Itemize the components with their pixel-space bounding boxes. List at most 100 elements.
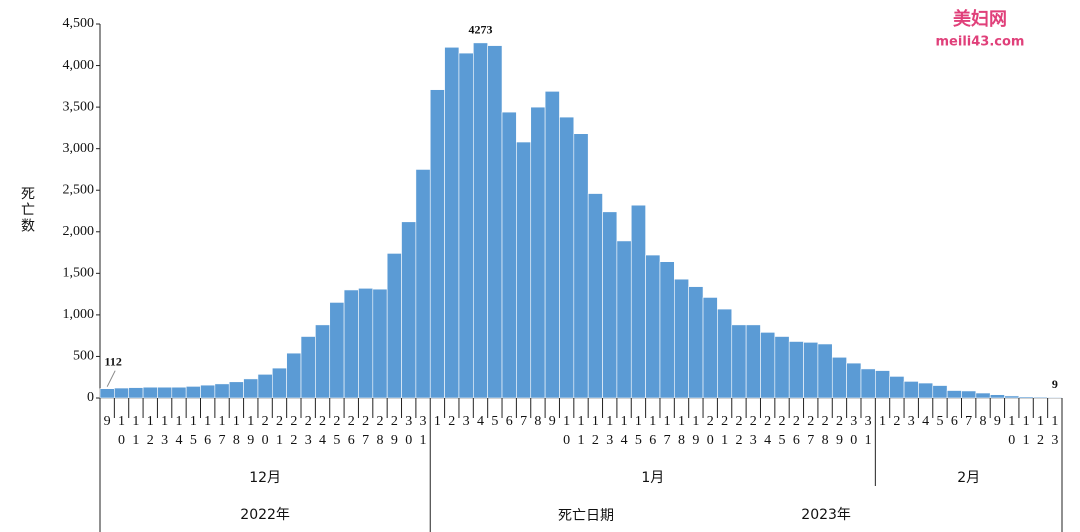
- x-tick-label: 9: [994, 414, 1001, 429]
- bar: [932, 385, 948, 399]
- x-tick-label: 4: [922, 414, 929, 429]
- month-label: 12月: [249, 470, 281, 486]
- x-tick-label: 1: [434, 414, 441, 429]
- value-label: 112: [105, 354, 122, 368]
- bar: [487, 45, 503, 399]
- bar: [128, 387, 144, 399]
- x-tick-label: 8: [980, 414, 987, 429]
- bar: [99, 388, 115, 399]
- y-tick-label: 3,000: [63, 141, 95, 156]
- bar: [1032, 396, 1048, 399]
- bar: [803, 342, 819, 399]
- bar: [975, 392, 991, 399]
- x-tick-label: 9: [549, 414, 556, 429]
- bar: [114, 387, 130, 399]
- bar: [817, 343, 833, 399]
- bar: [602, 211, 618, 399]
- bar: [401, 221, 417, 399]
- bar: [630, 204, 646, 399]
- bar: [846, 362, 862, 399]
- y-tick-label: 1,000: [63, 307, 95, 322]
- month-label: 1月: [641, 470, 664, 486]
- bar: [616, 240, 632, 399]
- bar: [444, 46, 460, 399]
- bar: [774, 336, 790, 399]
- bar: [429, 89, 445, 399]
- watermark-title: 美妇网: [953, 8, 1007, 30]
- value-label: 4273: [468, 23, 492, 37]
- x-tick-label: 6: [506, 414, 513, 429]
- bar: [645, 254, 661, 399]
- x-tick-label: 6: [951, 414, 958, 429]
- year-label: 2022年: [240, 507, 290, 523]
- x-axis-label: 死亡日期: [558, 508, 614, 524]
- y-tick-label: 2,500: [63, 182, 95, 197]
- x-tick-label: 8: [534, 414, 541, 429]
- y-tick-label: 3,500: [63, 99, 95, 114]
- bar: [358, 287, 374, 399]
- bar: [271, 367, 287, 399]
- y-axis-label: 死亡数: [19, 186, 35, 234]
- y-tick-label: 0: [87, 390, 94, 405]
- x-tick-label: 4: [477, 414, 484, 429]
- bar: [918, 382, 934, 399]
- x-tick-label: 2: [448, 414, 455, 429]
- bar: [961, 390, 977, 399]
- x-tick-label: 1: [879, 414, 886, 429]
- bar: [516, 141, 532, 399]
- bar: [243, 378, 259, 399]
- bar: [903, 381, 919, 399]
- bar: [688, 286, 704, 399]
- bar: [530, 106, 546, 399]
- bar: [889, 376, 905, 399]
- bar: [300, 336, 316, 399]
- month-label: 2月: [957, 470, 980, 486]
- y-tick-label: 1,500: [63, 266, 95, 281]
- y-tick-label: 4,500: [63, 16, 95, 31]
- bar: [760, 332, 776, 399]
- bar: [702, 297, 718, 399]
- bar: [659, 261, 675, 399]
- bar: [228, 381, 244, 399]
- bar: [372, 288, 388, 399]
- x-tick-label: 7: [965, 414, 972, 429]
- bar: [200, 384, 216, 399]
- bar: [860, 368, 876, 399]
- bar: [559, 116, 575, 399]
- bar: [157, 386, 173, 399]
- bar: [717, 308, 733, 399]
- x-tick-label: 3: [463, 414, 470, 429]
- bar: [1004, 395, 1020, 399]
- value-label: 9: [1052, 377, 1058, 391]
- bar: [286, 352, 302, 399]
- bar: [343, 289, 359, 399]
- y-tick-label: 4,000: [63, 58, 95, 73]
